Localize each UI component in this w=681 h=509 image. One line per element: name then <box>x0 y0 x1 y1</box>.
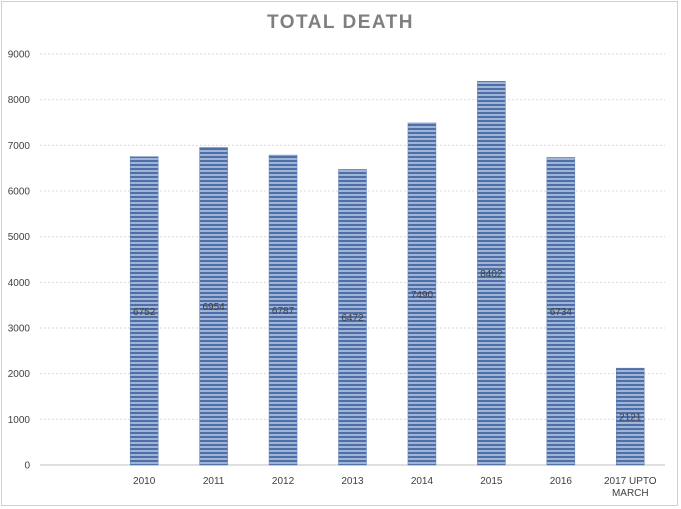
bar <box>546 157 576 466</box>
data-label: 8402 <box>480 269 503 280</box>
bar <box>199 147 228 466</box>
y-tick-label: 2000 <box>8 369 31 380</box>
data-label: 6472 <box>341 313 364 324</box>
y-tick-label: 9000 <box>8 50 31 61</box>
bar <box>129 156 159 466</box>
bar <box>268 154 298 466</box>
x-tick-label: 2012 <box>272 476 295 487</box>
y-tick-label: 3000 <box>8 324 31 335</box>
x-tick-label: 2017 UPTO MARCH <box>604 476 657 499</box>
x-tick-label: 2014 <box>411 476 434 487</box>
data-label: 6752 <box>133 307 156 318</box>
y-tick-label: 0 <box>24 461 30 472</box>
bar <box>477 81 506 466</box>
x-tick-label: 2013 <box>341 476 364 487</box>
bar <box>407 122 437 466</box>
y-tick-label: 7000 <box>8 141 31 152</box>
bar <box>616 367 645 466</box>
data-label: 6734 <box>550 307 573 318</box>
data-label: 2121 <box>619 413 642 424</box>
data-label: 6787 <box>272 306 295 317</box>
x-tick-label: 2015 <box>480 476 503 487</box>
y-tick-label: 5000 <box>8 232 31 243</box>
y-tick-label: 4000 <box>8 278 31 289</box>
x-tick-label: 2011 <box>203 476 225 487</box>
data-label: 6954 <box>202 302 225 313</box>
x-tick-label: 2010 <box>133 476 156 487</box>
bar <box>338 169 367 466</box>
x-tick-label: 2016 <box>550 476 573 487</box>
y-tick-label: 6000 <box>8 187 31 198</box>
y-tick-label: 1000 <box>8 415 31 426</box>
data-label: 7490 <box>411 290 434 301</box>
y-tick-label: 8000 <box>8 95 31 106</box>
chart-title: TOTAL DEATH <box>266 12 415 33</box>
